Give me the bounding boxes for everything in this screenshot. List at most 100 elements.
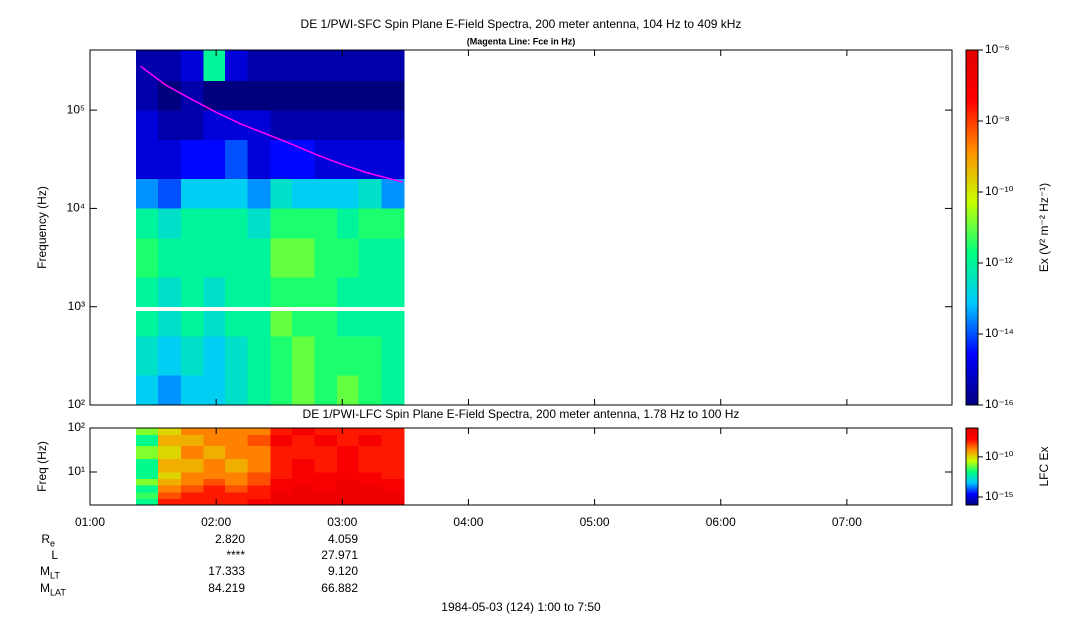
x-tick-label: 03:00: [327, 515, 357, 529]
spectrogram-cell: [180, 472, 205, 480]
spectrogram-cell: [158, 445, 182, 460]
spectrogram-cell: [158, 492, 182, 499]
spectrogram-cell: [136, 50, 159, 81]
ephemeris-value: 27.971: [321, 548, 358, 562]
spectrogram-cell: [158, 80, 182, 111]
spectrogram-cell: [247, 498, 271, 506]
spectrogram-cell: [314, 277, 338, 308]
spectrogram-cell: [337, 445, 360, 460]
x-tick-label: 07:00: [832, 515, 862, 529]
spectrogram-cell: [247, 478, 271, 486]
spectrogram-cell: [291, 238, 316, 278]
spectrogram-cell: [337, 472, 360, 480]
spectrogram-cell: [224, 80, 249, 111]
spectrogram-cell: [247, 492, 271, 499]
spectrogram-cell: [270, 311, 293, 337]
ephemeris-label-sub: LAT: [50, 587, 66, 597]
spectrogram-cell: [270, 458, 293, 473]
spectrogram-cell: [337, 80, 360, 111]
spectrogram-cell: [224, 375, 249, 406]
panel-title: DE 1/PWI-SFC Spin Plane E-Field Spectra,…: [301, 17, 742, 31]
spectrogram-cell: [247, 110, 271, 141]
spectrogram-cell: [270, 208, 293, 239]
spectrogram-cell: [136, 238, 159, 278]
spectrogram-cell: [224, 311, 249, 337]
spectrogram-cell: [247, 336, 271, 376]
ephemeris-value: ****: [226, 548, 245, 562]
spectrogram-cell: [358, 478, 382, 486]
spectrogram-cell: [203, 375, 226, 406]
spectrogram-cell: [136, 492, 159, 499]
spectrogram-cell: [337, 485, 360, 493]
fce-line: [140, 65, 404, 183]
spectrogram-cell: [291, 445, 316, 460]
spectrogram-cell: [247, 445, 271, 460]
spectrogram-cell: [337, 139, 360, 180]
spectrogram-cell: [203, 238, 226, 278]
spectrogram-cell: [180, 277, 205, 308]
spectrogram-cell: [314, 336, 338, 376]
spectrogram-cell: [203, 50, 226, 81]
spectrogram-cell: [158, 472, 182, 480]
spectrogram-cell: [314, 492, 338, 499]
spectrogram-cell: [136, 277, 159, 308]
spectrogram-cell: [203, 458, 226, 473]
spectrogram-cell: [158, 485, 182, 493]
colorbar: [966, 428, 978, 505]
spectrogram-cell: [180, 485, 205, 493]
spectrogram-cell: [180, 238, 205, 278]
spectrogram-cell: [203, 434, 226, 446]
spectrogram-cell: [291, 110, 316, 141]
spectrogram-cell: [247, 208, 271, 239]
spectrogram-cell: [158, 110, 182, 141]
spectrogram-cell: [224, 238, 249, 278]
spectrogram-cell: [136, 445, 159, 460]
spectrogram-cell: [314, 458, 338, 473]
colorbar-frame: [965, 427, 979, 506]
spectrogram-cell: [158, 434, 182, 446]
spectrogram-cell: [337, 110, 360, 141]
colorbar: [966, 50, 978, 405]
spectrogram-cell: [337, 458, 360, 473]
spectrogram-cell: [381, 208, 405, 239]
spectrogram-cell: [270, 336, 293, 376]
spectrogram-cell: [270, 472, 293, 480]
spectrogram-cell: [224, 208, 249, 239]
spectrogram-cell: [180, 492, 205, 499]
spectrogram-cell: [314, 428, 338, 436]
spectrogram-cell: [180, 139, 205, 180]
spectrogram-cell: [247, 139, 271, 180]
spectrogram-cell: [180, 178, 205, 209]
ephemeris-value: 9.120: [328, 564, 358, 578]
spectrogram-cell: [358, 208, 382, 239]
spectrogram-cell: [358, 492, 382, 499]
spectrogram-cell: [314, 110, 338, 141]
ephemeris-label: R: [41, 532, 50, 546]
spectrogram-cell: [180, 498, 205, 506]
spectrogram-cell: [158, 458, 182, 473]
spectrogram-cell: [358, 311, 382, 337]
spectrogram-cell: [224, 498, 249, 506]
spectrogram-cell: [203, 208, 226, 239]
spectrogram-cell: [337, 277, 360, 308]
spectrogram-cell: [247, 277, 271, 308]
spectrogram-cell: [358, 472, 382, 480]
spectrogram-cell: [358, 139, 382, 180]
spectrogram-cell: [337, 498, 360, 506]
spectrogram-cell: [337, 178, 360, 209]
spectrogram-cell: [358, 238, 382, 278]
spectrogram-cell: [270, 178, 293, 209]
x-tick-label: 05:00: [580, 515, 610, 529]
spectrogram-cell: [203, 311, 226, 337]
spectrogram-cell: [247, 50, 271, 81]
spectrogram-cell: [224, 110, 249, 141]
spectrogram-cell: [203, 178, 226, 209]
spectrogram-cell: [180, 478, 205, 486]
ephemeris-label: L: [51, 548, 58, 562]
spectrogram-cell: [381, 472, 405, 480]
y-tick-label: 10²: [68, 420, 85, 434]
spectrogram-cell: [314, 472, 338, 480]
spectrogram-cell: [270, 428, 293, 436]
y-tick-label: 10⁵: [67, 102, 85, 116]
spectrogram-cell: [158, 238, 182, 278]
